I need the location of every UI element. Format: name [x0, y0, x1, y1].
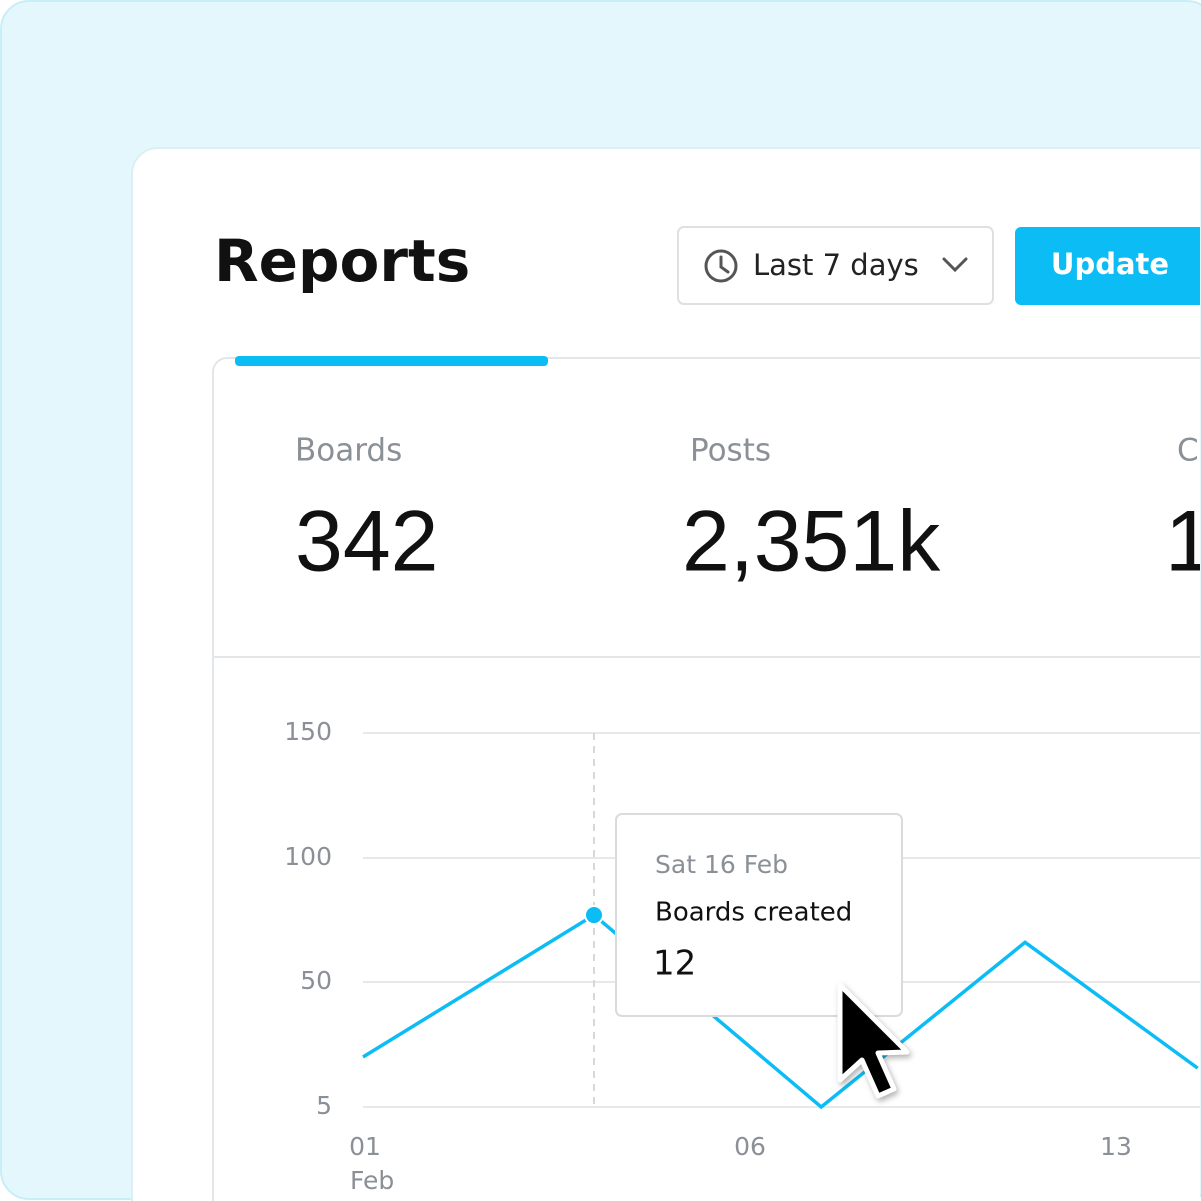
update-button[interactable]: [1015, 227, 1201, 305]
tooltip-series: Boards created: [655, 898, 852, 928]
clock-icon: [704, 249, 738, 283]
tooltip-value: 12: [653, 944, 696, 984]
y-tick-label: 5: [316, 1091, 332, 1120]
tooltip: [615, 813, 903, 1017]
chevron: [942, 257, 968, 273]
stat-label: Boards: [295, 433, 402, 469]
stat-label: Posts: [690, 433, 771, 469]
stat-value: 2,351k: [682, 494, 941, 590]
hover-point: [584, 905, 604, 926]
report-panel: [212, 357, 1200, 1201]
page-title: Reports: [214, 227, 470, 295]
tooltip-date: Sat 16 Feb: [655, 850, 788, 879]
update-label: Update: [1051, 247, 1169, 281]
x-tick-label: 01: [349, 1132, 381, 1161]
stat-label: C: [1177, 433, 1199, 469]
y-tick-label: 150: [284, 717, 332, 746]
series-line: [362, 912, 1199, 1110]
stat-value: 342: [295, 494, 439, 590]
date-dropdown[interactable]: [677, 226, 994, 305]
viewport: Reports Last 7 days Update Boards 342 Post…: [131, 147, 1201, 1201]
y-tick-label: 100: [284, 842, 332, 871]
stats: Boards 342 Posts 2,351k C 1: [295, 433, 1201, 590]
x-tick-label: 06: [734, 1132, 766, 1161]
y-tick-label: 50: [300, 966, 332, 995]
date-range: Last 7 days: [753, 248, 919, 282]
cursor: [837, 982, 910, 1099]
chart: 5 50 100 150 01 06 13 Feb Sat 16 Feb Boards creat…: [284, 717, 1200, 1195]
x-sublabel: Feb: [350, 1166, 394, 1195]
stat-value: 1: [1165, 494, 1201, 590]
clock-hands: [719, 255, 730, 274]
active-tab: [235, 356, 548, 366]
x-tick-label: 13: [1100, 1132, 1132, 1161]
